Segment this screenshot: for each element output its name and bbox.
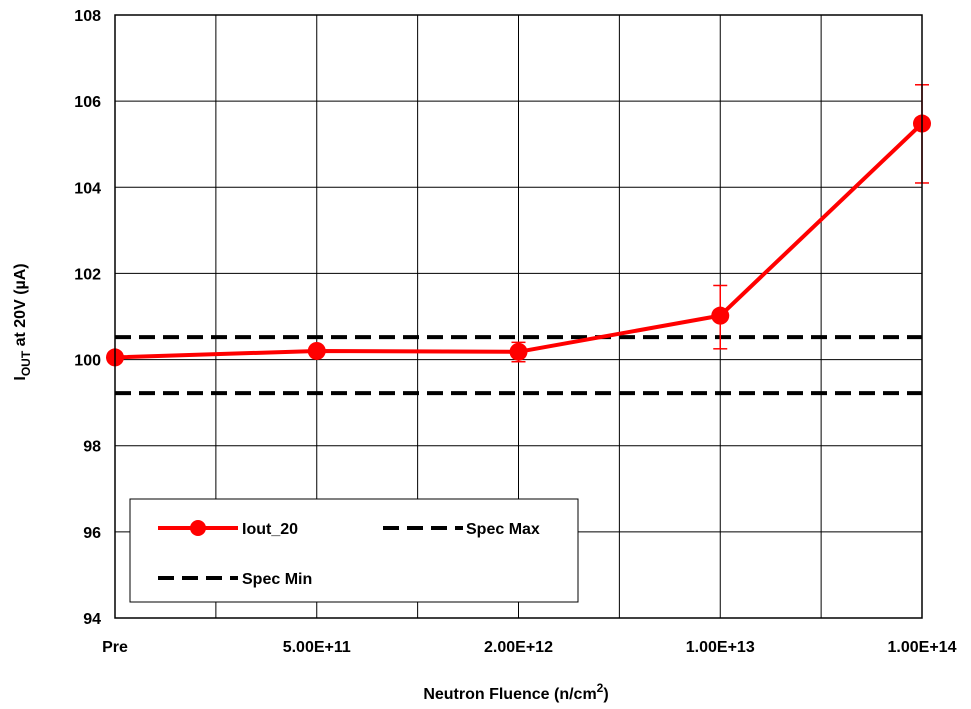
- y-tick-label: 100: [74, 353, 101, 370]
- y-tick-label: 104: [74, 180, 101, 197]
- spec-lines: [115, 335, 922, 396]
- legend-label-spec-max: Spec Max: [466, 521, 540, 538]
- data-point: [711, 306, 730, 325]
- x-tick-label: 1.00E+13: [686, 639, 755, 656]
- legend: Iout_20 Spec Max Spec Min: [129, 498, 579, 603]
- plot-area-frame: [114, 14, 923, 619]
- y-axis-ticks: 94 96 98 100 102 104 106 108: [74, 8, 101, 628]
- x-tick-label: 1.00E+14: [888, 639, 957, 656]
- y-tick-label: 102: [74, 266, 101, 283]
- y-axis-title-sub: OUT: [19, 350, 33, 376]
- y-axis-title-end: at 20V (µA): [12, 263, 29, 350]
- y-tick-label: 98: [83, 439, 101, 456]
- series-iout-20: [106, 84, 931, 367]
- data-point: [307, 341, 326, 360]
- x-axis-title-main: Neutron Fluence (n/cm: [423, 686, 596, 703]
- y-tick-label: 96: [83, 525, 101, 542]
- legend-marker-iout-20: [190, 520, 206, 536]
- x-tick-label: 5.00E+11: [283, 639, 351, 656]
- y-axis-title: IOUT at 20V (µA): [12, 263, 33, 380]
- x-axis-title: Neutron Fluence (n/cm2): [423, 681, 608, 703]
- y-tick-label: 108: [74, 8, 101, 25]
- data-point: [509, 342, 528, 361]
- legend-box: [129, 498, 579, 603]
- x-tick-label: Pre: [102, 639, 128, 656]
- x-axis-title-end: ): [603, 686, 608, 703]
- y-axis-title-main: I: [12, 376, 29, 380]
- legend-label-iout-20: Iout_20: [242, 521, 298, 538]
- x-axis-title-sup: 2: [597, 681, 604, 695]
- x-axis-ticks: Pre 5.00E+11 2.00E+12 1.00E+13 1.00E+14: [102, 639, 956, 656]
- y-tick-label: 106: [74, 94, 101, 111]
- y-tick-label: 94: [83, 611, 101, 628]
- legend-label-spec-min: Spec Min: [242, 571, 312, 588]
- x-tick-label: 2.00E+12: [484, 639, 553, 656]
